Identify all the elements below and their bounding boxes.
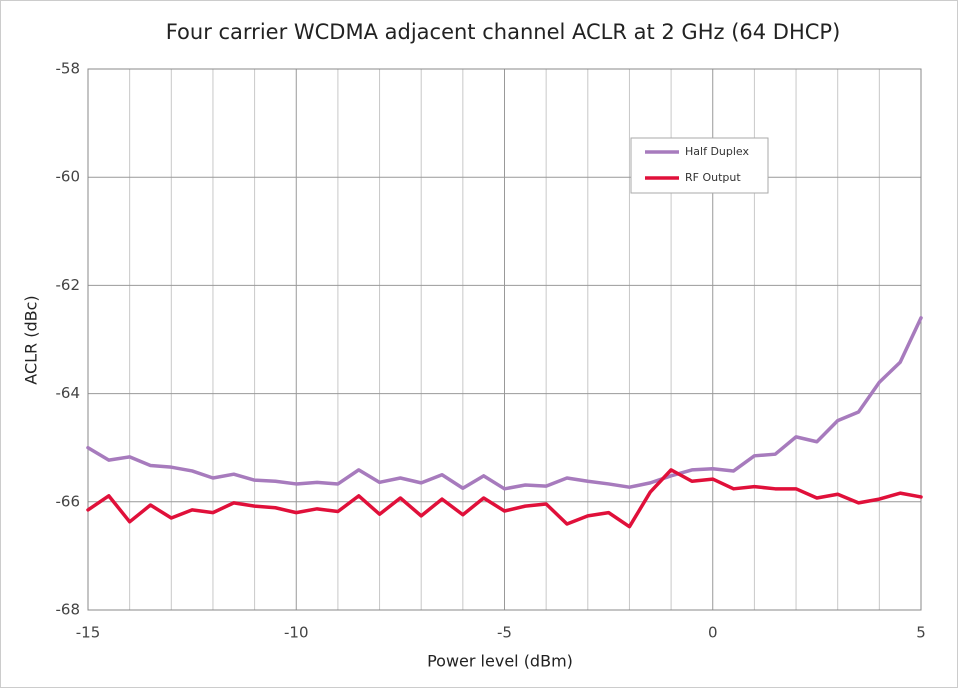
y-tick-label: -66 bbox=[56, 492, 81, 510]
y-axis-label: ACLR (dBc) bbox=[22, 295, 41, 384]
y-tick-label: -62 bbox=[56, 276, 81, 294]
y-tick-label: -58 bbox=[56, 60, 81, 78]
x-axis-label: Power level (dBm) bbox=[427, 652, 573, 671]
x-tick-label: -10 bbox=[284, 624, 309, 642]
x-tick-label: -5 bbox=[497, 624, 512, 642]
x-tick-label: -15 bbox=[76, 624, 101, 642]
line-series bbox=[86, 316, 923, 491]
y-tick-label: -68 bbox=[56, 601, 81, 619]
x-tick-label: 0 bbox=[708, 624, 718, 642]
chart-title: Four carrier WCDMA adjacent channel ACLR… bbox=[166, 20, 841, 44]
plot-border bbox=[87, 68, 922, 611]
legend: Half Duplex RF Output bbox=[630, 137, 769, 194]
plot bbox=[86, 316, 923, 529]
y-tick-label: -60 bbox=[56, 168, 81, 186]
y-tick-label: -64 bbox=[56, 384, 81, 402]
line-series bbox=[86, 468, 923, 529]
x-tick-label: 5 bbox=[916, 624, 926, 642]
legend-label: RF Output bbox=[685, 171, 741, 184]
legend-label: Half Duplex bbox=[685, 145, 749, 158]
legend-box bbox=[630, 137, 769, 194]
